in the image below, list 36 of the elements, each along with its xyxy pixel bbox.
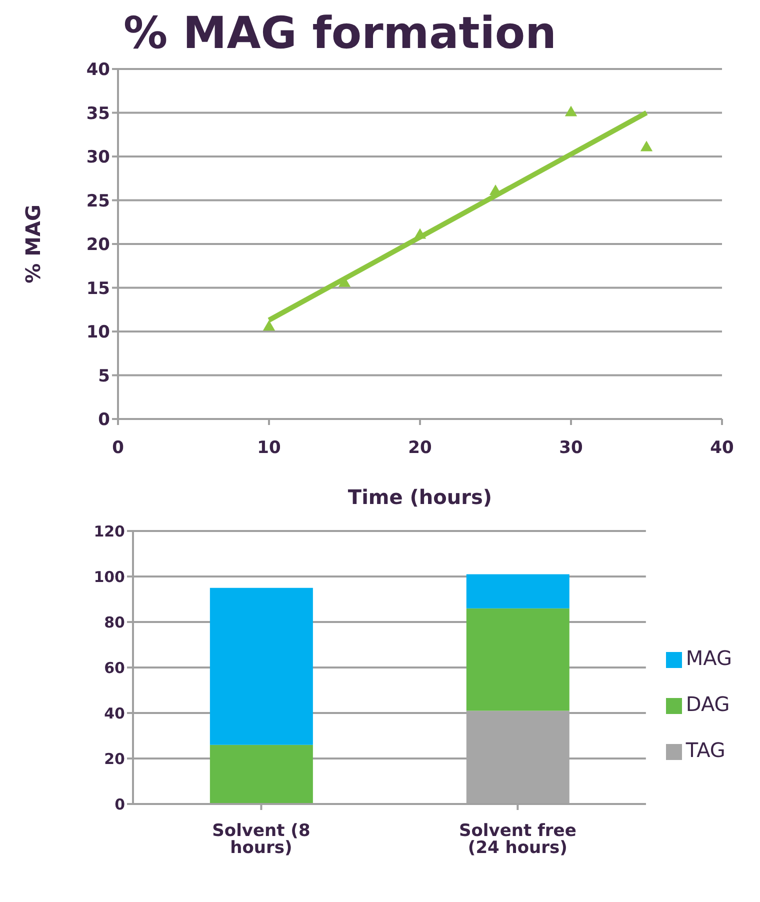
y-tick-label: 15 xyxy=(86,278,110,299)
y-axis-title: % MAG xyxy=(21,204,46,284)
legend-label: MAG xyxy=(686,646,732,670)
x-tick-label: Solvent free (24 hours) xyxy=(459,821,576,858)
point xyxy=(640,140,653,152)
y-tick-label: 25 xyxy=(86,191,110,212)
bar xyxy=(466,574,570,608)
y-tick-label: 100 xyxy=(94,568,125,586)
bar xyxy=(210,588,313,745)
point xyxy=(414,228,426,239)
x-axis-title: Time (hours) xyxy=(348,485,492,509)
y-tick-label: 40 xyxy=(86,60,110,80)
y-tick-label: 60 xyxy=(104,658,125,677)
y-tick-label: 80 xyxy=(104,613,125,632)
y-tick-label: 35 xyxy=(86,104,110,124)
point xyxy=(564,106,578,116)
y-tick-label: 0 xyxy=(98,410,110,430)
point xyxy=(262,320,276,331)
legend-label: TAG xyxy=(686,738,726,762)
y-tick-label: 20 xyxy=(104,750,125,768)
y-tick-label: 0 xyxy=(114,795,125,814)
y-tick-label: 30 xyxy=(86,148,110,168)
x-tick-label: Solvent (8 hours) xyxy=(212,821,310,858)
bar xyxy=(210,744,313,804)
y-tick-label: 5 xyxy=(98,366,110,386)
x-tick-label: 20 xyxy=(408,438,432,458)
y-tick-label: 120 xyxy=(94,522,125,540)
legend-label: DAG xyxy=(686,692,730,716)
chart-title: % MAG formation xyxy=(122,8,558,59)
y-tick-label: 10 xyxy=(86,322,110,343)
x-tick-label: 40 xyxy=(710,438,734,458)
x-tick-label: 30 xyxy=(559,438,583,458)
bar xyxy=(466,608,570,711)
x-tick-label: 10 xyxy=(257,438,281,458)
y-tick-label: 40 xyxy=(104,704,125,722)
y-tick-label: 20 xyxy=(86,235,110,256)
